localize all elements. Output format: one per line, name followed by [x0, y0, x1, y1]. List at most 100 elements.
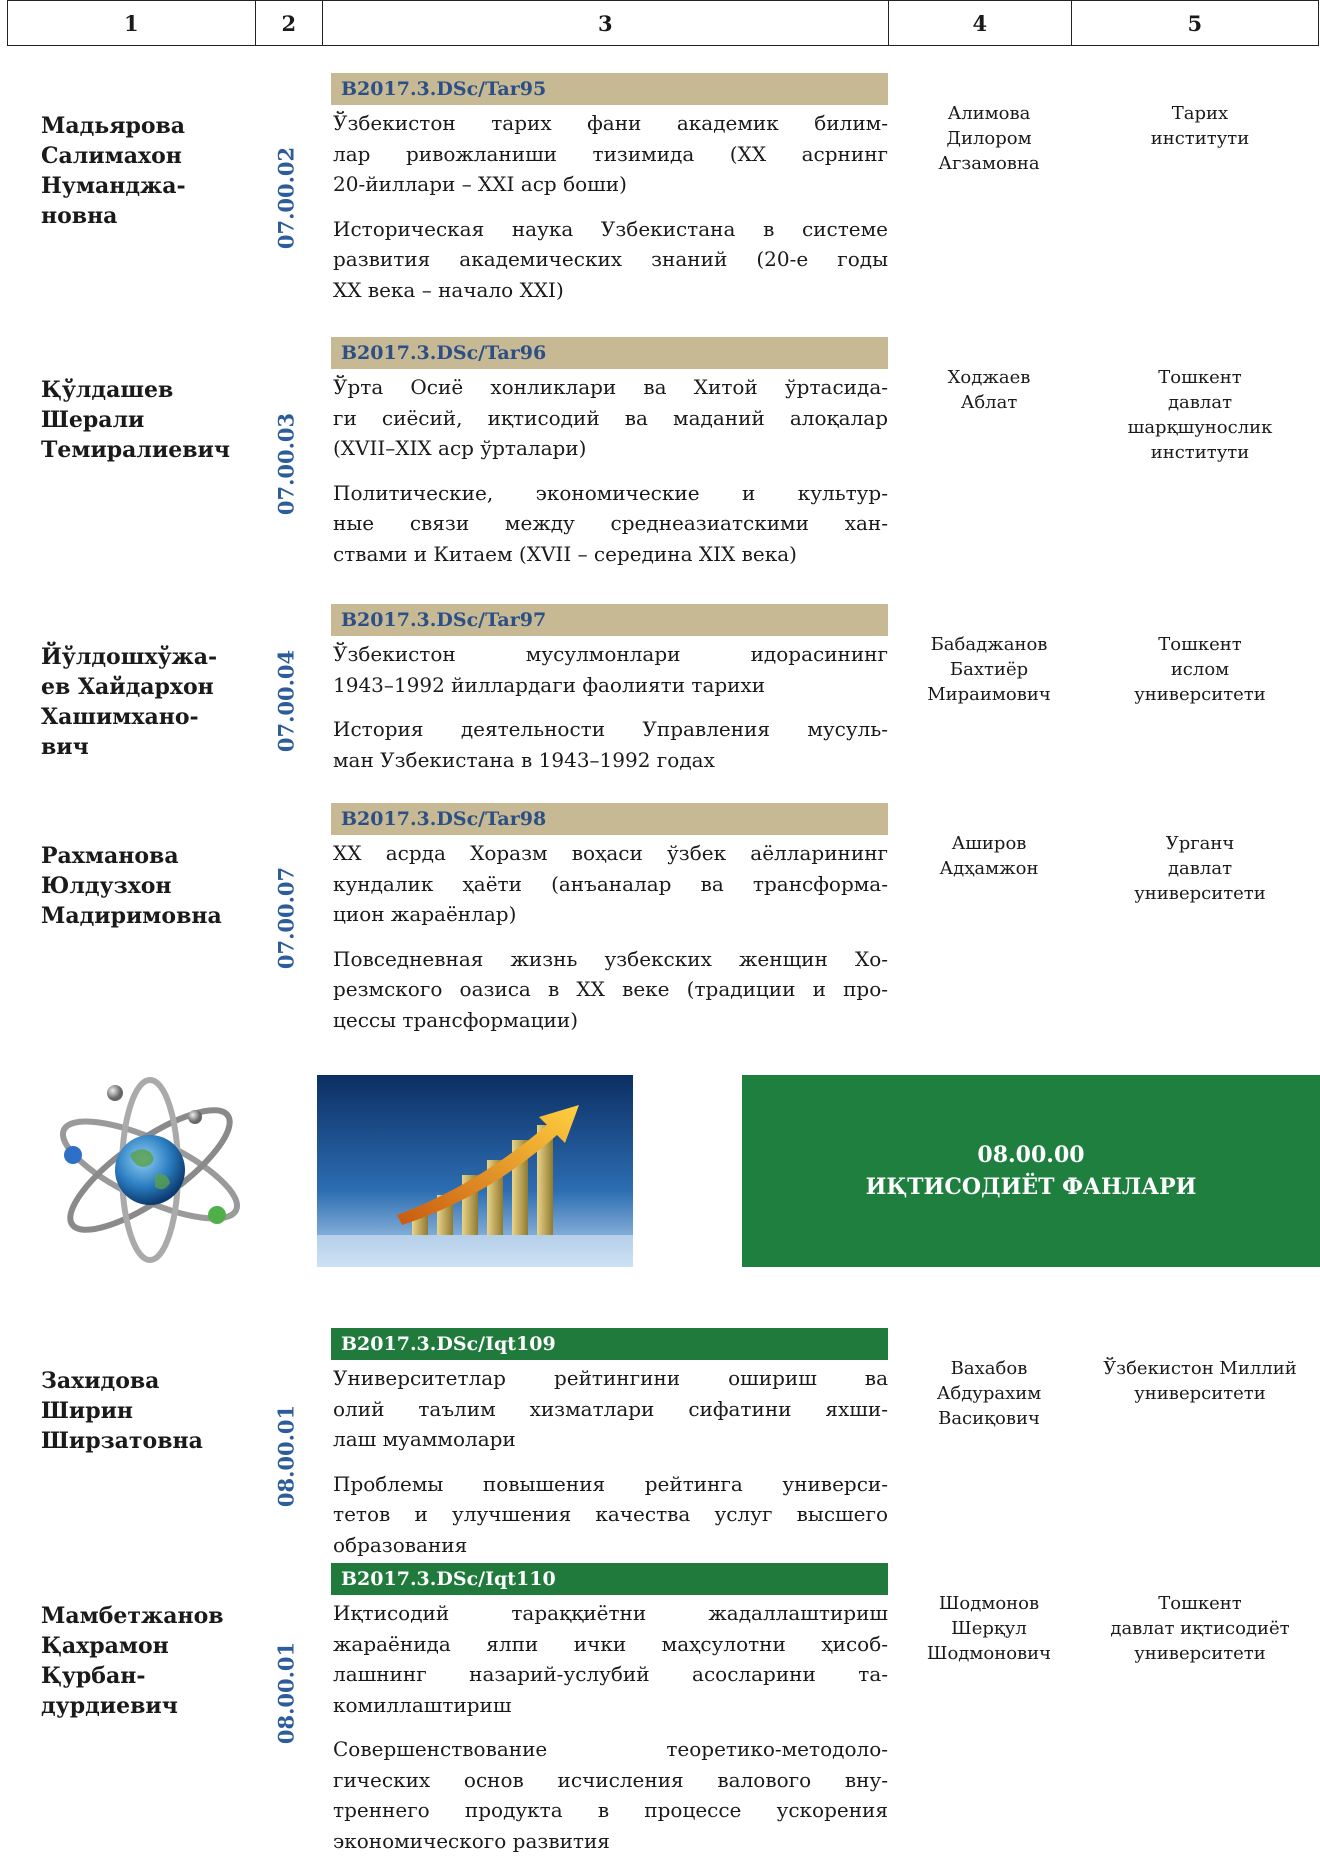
topic-line: жараёнида ялпи ички маҳсулотни ҳисоб-	[333, 1631, 888, 1656]
registration-number: B2017.3.DSc/Iqt109	[331, 1328, 888, 1360]
topic-line: ги сиёсий, иқтисодий ва маданий алоқалар	[333, 405, 888, 430]
topic-line: экономического развития	[333, 1828, 610, 1853]
institution-line: Ўзбекистон Миллий	[1103, 1358, 1297, 1379]
name-line: Ширин	[41, 1398, 134, 1424]
topic-ru: Политические, экономические и культур-ны…	[331, 478, 888, 570]
name-line: Йўлдошхўжа-	[41, 644, 218, 670]
supervisor: Бабаджанов Бахтиёр Мираимович	[899, 632, 1079, 707]
supervisor-line: Мираимович	[927, 684, 1051, 705]
institution: Тарих институти	[1080, 101, 1320, 151]
institution-line: давлат иқтисодиёт	[1110, 1618, 1290, 1639]
name-line: ев Хайдархон	[41, 674, 214, 700]
topic-line: тетов и улучшения качества услуг высшего	[333, 1502, 888, 1526]
supervisor: Аширов Адҳамжон	[899, 831, 1079, 881]
name-line: Шерали	[41, 407, 145, 433]
topic-line: Университетлар рейтингини ошириш ва	[333, 1366, 888, 1390]
name-line: новна	[41, 203, 118, 229]
topic-line: кундалик ҳаёти (анъаналар ва трансформа-	[333, 871, 888, 896]
name-line: Нуманджа-	[41, 173, 186, 199]
header-cell: 2	[254, 0, 323, 46]
author-name: Мамбетжанов Қахрамон Қурбан-дурдиевич	[41, 1601, 251, 1721]
institution-line: университети	[1134, 1643, 1266, 1664]
supervisor: Ходжаев Аблат	[899, 365, 1079, 415]
topic-line: Совершенствование теоретико-методоло-	[333, 1737, 888, 1761]
institution-line: шарқшунослик	[1127, 417, 1273, 438]
header-cell: 5	[1070, 0, 1319, 46]
topic-cell: B2017.3.DSc/Tar95 Ўзбекистон тарих фани а…	[331, 73, 888, 305]
institution-line: Тошкент	[1158, 1593, 1242, 1614]
specialty-code: 07.00.02	[273, 146, 299, 250]
registration-number: B2017.3.DSc/Iqt110	[331, 1563, 888, 1595]
name-line: Юлдузхон	[41, 873, 172, 899]
topic-line: треннего продукта в процессе ускорения	[333, 1798, 888, 1822]
topic-line: лар ривожланиши тизимида (XX асрнинг	[333, 141, 888, 166]
topic-ru: История деятельности Управления мусуль-м…	[331, 714, 888, 775]
specialty-code: 08.00.01	[273, 1641, 299, 1745]
topic-uz: Университетлар рейтингини ошириш ва олий …	[331, 1363, 888, 1455]
supervisor-line: Абдурахим	[936, 1383, 1042, 1404]
topic-ru: Повседневная жизнь узбекских женщин Хо-р…	[331, 944, 888, 1036]
supervisor-line: Ходжаев	[947, 367, 1031, 388]
topic-line: Повседневная жизнь узбекских женщин Хо-	[333, 946, 888, 971]
institution: Урганч давлат университети	[1080, 831, 1320, 906]
topic-line: цессы трансформации)	[333, 1007, 578, 1032]
topic-line: комиллаштириш	[333, 1692, 512, 1717]
supervisor: Вахабов Абдурахим Васиқович	[899, 1356, 1079, 1431]
institution-line: ислом	[1170, 659, 1230, 680]
name-line: дурдиевич	[41, 1693, 178, 1719]
topic-line: (XVII–XIX аср ўрталари)	[333, 436, 587, 460]
topic-line: олий таълим хизматлари сифатини яхши-	[333, 1396, 888, 1421]
institution: Тошкент давлат шарқшунослик институти	[1080, 365, 1320, 465]
section-banner: 08.00.00 ИҚТИСОДИЁТ ФАНЛАРИ	[742, 1075, 1320, 1267]
topic-line: резмского оазиса в XX веке (традиции и п…	[333, 977, 888, 1001]
institution-line: Тошкент	[1158, 634, 1242, 655]
topic-line: Иқтисодий тараққиётни жадаллаштириш	[333, 1601, 888, 1625]
specialty-code: 07.00.04	[273, 649, 299, 753]
topic-uz: XX асрда Хоразм воҳаси ўзбек аёлларининг…	[331, 838, 888, 930]
topic-cell: B2017.3.DSc/Iqt109 Университетлар рейтинг…	[331, 1328, 888, 1560]
supervisor-line: Вахабов	[950, 1358, 1028, 1379]
atom-illustration	[59, 1077, 241, 1263]
topic-line: XX века – начало XXI)	[333, 277, 564, 302]
name-line: Мамбетжанов	[41, 1603, 224, 1629]
topic-line: Историческая наука Узбекистана в системе	[333, 216, 888, 241]
supervisor-line: Васиқович	[938, 1408, 1040, 1429]
supervisor-line: Шерқул	[951, 1618, 1027, 1639]
supervisor: Алимова Дилором Агзамовна	[899, 101, 1079, 176]
name-line: Рахманова	[41, 843, 179, 869]
name-line: Темиралиевич	[41, 437, 230, 463]
specialty-code: 08.00.01	[273, 1404, 299, 1508]
topic-line: История деятельности Управления мусуль-	[333, 717, 888, 741]
supervisor-line: Дилором	[946, 128, 1032, 149]
topic-cell: B2017.3.DSc/Iqt110 Иқтисодий тараққиётни …	[331, 1563, 888, 1856]
supervisor-line: Аширов	[951, 833, 1027, 854]
supervisor-line: Шодмонович	[926, 1643, 1052, 1664]
registration-number: B2017.3.DSc/Tar95	[331, 73, 888, 105]
topic-line: ствами и Китаем (XVII – середина XIX век…	[333, 541, 797, 566]
section-code: 08.00.00	[977, 1142, 1085, 1168]
institution-line: Тарих	[1171, 103, 1229, 124]
topic-ru: Проблемы повышения рейтинга универси-тет…	[331, 1469, 888, 1561]
name-line: Хашимхано-	[41, 704, 199, 730]
supervisor-line: Бабаджанов	[930, 634, 1048, 655]
author-name: Қўлдашев Шерали Темиралиевич	[41, 375, 251, 465]
topic-uz: Иқтисодий тараққиётни жадаллаштириш жараё…	[331, 1598, 888, 1720]
registration-number: B2017.3.DSc/Tar98	[331, 803, 888, 835]
growth-illustration	[317, 1075, 633, 1267]
topic-uz: Ўзбекистон мусулмонлари идорасининг 1943–…	[331, 639, 888, 700]
section-title: ИҚТИСОДИЁТ ФАНЛАРИ	[865, 1174, 1197, 1200]
topic-line: Ўзбекистон мусулмонлари идорасининг	[333, 642, 888, 666]
topic-cell: B2017.3.DSc/Tar98 XX асрда Хоразм воҳаси …	[331, 803, 888, 1035]
topic-line: лаш муаммолари	[333, 1427, 516, 1451]
topic-line: Проблемы повышения рейтинга универси-	[333, 1471, 888, 1496]
topic-line: 1943–1992 йиллардаги фаолияти тарихи	[333, 672, 766, 697]
topic-uz: Ўрта Осиё хонликлари ва Хитой ўртасида-г…	[331, 372, 888, 464]
header-cell: 4	[887, 0, 1072, 46]
registration-number: B2017.3.DSc/Tar97	[331, 604, 888, 636]
author-name: Йўлдошхўжа-ев Хайдархон Хашимхано-вич	[41, 642, 251, 762]
institution-line: Тошкент	[1158, 367, 1242, 388]
name-line: Мадьярова	[41, 113, 186, 139]
institution: Ўзбекистон Миллий университети	[1080, 1356, 1320, 1406]
topic-line: развития академических знаний (20-е годы	[333, 247, 888, 271]
